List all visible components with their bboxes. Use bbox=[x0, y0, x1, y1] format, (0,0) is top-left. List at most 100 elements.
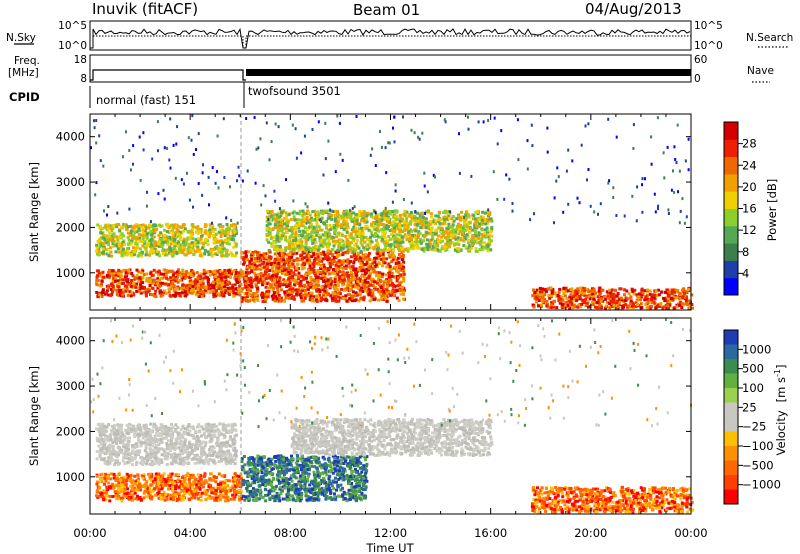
scatter-cell-3 bbox=[291, 245, 295, 249]
scatter-cell-1 bbox=[149, 250, 152, 254]
scatter-cell-3 bbox=[418, 232, 422, 236]
scatter-cell-4 bbox=[628, 302, 632, 306]
scatter-cell-3 bbox=[380, 213, 384, 217]
scatter-cell-3 bbox=[303, 226, 307, 230]
scatter-cell-3 bbox=[444, 230, 448, 234]
scatter-cell-3 bbox=[451, 215, 455, 219]
scatter-cell-2 bbox=[285, 285, 289, 288]
scatter-cell-3 bbox=[285, 227, 289, 231]
scatter-cell-3 bbox=[484, 222, 488, 226]
scatter-cell-3 bbox=[419, 218, 423, 222]
scatter-cell-3 bbox=[342, 219, 346, 223]
scatter-cell-3 bbox=[470, 238, 474, 242]
scatter-cell-0 bbox=[232, 291, 236, 295]
scatter-cell-4 bbox=[612, 296, 616, 300]
scatter-cell-4 bbox=[650, 301, 654, 305]
scatter-cell-1 bbox=[214, 232, 218, 236]
scatter-cell-2 bbox=[244, 271, 248, 275]
scatter-cell-3 bbox=[394, 240, 398, 244]
scatter-cell-4 bbox=[592, 287, 596, 291]
scatter-cell-3 bbox=[365, 217, 368, 221]
scatter-cell-1 bbox=[144, 253, 148, 257]
scatter-cell-1 bbox=[134, 242, 138, 246]
scatter-cell-2 bbox=[338, 275, 342, 279]
scatter-cell-0 bbox=[107, 276, 111, 280]
scatter-cell-4 bbox=[603, 297, 607, 301]
scatter-cell-0 bbox=[201, 279, 205, 283]
scatter-cell-3 bbox=[484, 228, 487, 232]
scatter-cell-0 bbox=[211, 285, 215, 289]
scatter-cell-2 bbox=[297, 281, 301, 285]
scatter-cell-0 bbox=[183, 276, 187, 280]
scatter-cell-2 bbox=[363, 283, 366, 287]
scatter-cell-0 bbox=[139, 280, 142, 284]
sparse-cell bbox=[388, 141, 391, 145]
scatter-cell-2 bbox=[287, 267, 291, 270]
scatter-cell-3 bbox=[474, 240, 478, 244]
scatter-cell-4 bbox=[687, 299, 691, 303]
scatter-cell-4 bbox=[543, 298, 547, 301]
scatter-cell-1 bbox=[133, 231, 137, 235]
scatter-cell-2 bbox=[250, 270, 254, 274]
scatter-cell-1 bbox=[203, 231, 207, 235]
scatter-cell-4 bbox=[573, 304, 577, 308]
freq-strip-frame bbox=[89, 54, 692, 83]
scatter-cell-2 bbox=[342, 266, 345, 270]
scatter-cell-4 bbox=[644, 296, 648, 300]
scatter-cell-0 bbox=[117, 272, 121, 276]
scatter-cell-0 bbox=[121, 293, 125, 297]
scatter-cell-2 bbox=[342, 259, 346, 263]
scatter-cell-4 bbox=[661, 306, 665, 310]
scatter-cell-2 bbox=[303, 296, 307, 300]
scatter-cell-1 bbox=[196, 225, 200, 229]
scatter-cell-3 bbox=[349, 233, 353, 237]
scatter-cell-4 bbox=[537, 299, 541, 302]
sparse-cell bbox=[657, 207, 659, 211]
scatter-cell-1 bbox=[171, 229, 175, 233]
scatter-cell-3 bbox=[279, 236, 282, 240]
scatter-cell-1 bbox=[101, 251, 105, 255]
scatter-cell-2 bbox=[379, 286, 383, 289]
scatter-cell-0 bbox=[142, 273, 146, 277]
scatter-cell-1 bbox=[232, 223, 236, 227]
scatter-cell-2 bbox=[292, 272, 296, 276]
scatter-cell-3 bbox=[297, 222, 301, 226]
scatter-cell-3 bbox=[325, 226, 328, 230]
scatter-cell-0 bbox=[185, 271, 188, 275]
scatter-cell-2 bbox=[250, 258, 254, 262]
scatter-cell-3 bbox=[406, 224, 410, 228]
scatter-cell-2 bbox=[323, 272, 327, 276]
scatter-cell-3 bbox=[355, 239, 359, 243]
scatter-cell-2 bbox=[348, 297, 352, 301]
scatter-cell-3 bbox=[380, 249, 384, 252]
scatter-cell-3 bbox=[339, 214, 343, 218]
scatter-cell-2 bbox=[321, 270, 325, 274]
scatter-cell-0 bbox=[232, 288, 236, 292]
scatter-cell-3 bbox=[449, 234, 453, 238]
scatter-cell-2 bbox=[247, 250, 251, 254]
scatter-cell-4 bbox=[569, 288, 572, 291]
scatter-cell-3 bbox=[270, 244, 274, 248]
scatter-cell-2 bbox=[351, 290, 355, 294]
scatter-cell-3 bbox=[450, 217, 454, 221]
scatter-cell-2 bbox=[321, 257, 325, 261]
scatter-cell-0 bbox=[219, 270, 223, 273]
scatter-cell-4 bbox=[562, 292, 566, 295]
sparse-cell bbox=[142, 148, 145, 152]
scatter-cell-4 bbox=[533, 297, 537, 301]
scatter-cell-1 bbox=[231, 234, 235, 238]
scatter-cell-2 bbox=[306, 280, 309, 284]
sparse-cell bbox=[529, 218, 532, 222]
scatter-cell-3 bbox=[459, 248, 463, 252]
scatter-cell-2 bbox=[337, 264, 341, 268]
scatter-cell-1 bbox=[174, 248, 178, 252]
scatter-cell-1 bbox=[121, 241, 125, 244]
scatter-cell-0 bbox=[114, 271, 118, 275]
scatter-cell-3 bbox=[416, 221, 420, 225]
scatter-cell-2 bbox=[371, 262, 375, 266]
scatter-cell-3 bbox=[329, 228, 333, 231]
scatter-cell-3 bbox=[321, 212, 325, 215]
scatter-cell-2 bbox=[302, 299, 306, 303]
scatter-cell-2 bbox=[249, 276, 253, 280]
scatter-cell-3 bbox=[315, 230, 319, 234]
